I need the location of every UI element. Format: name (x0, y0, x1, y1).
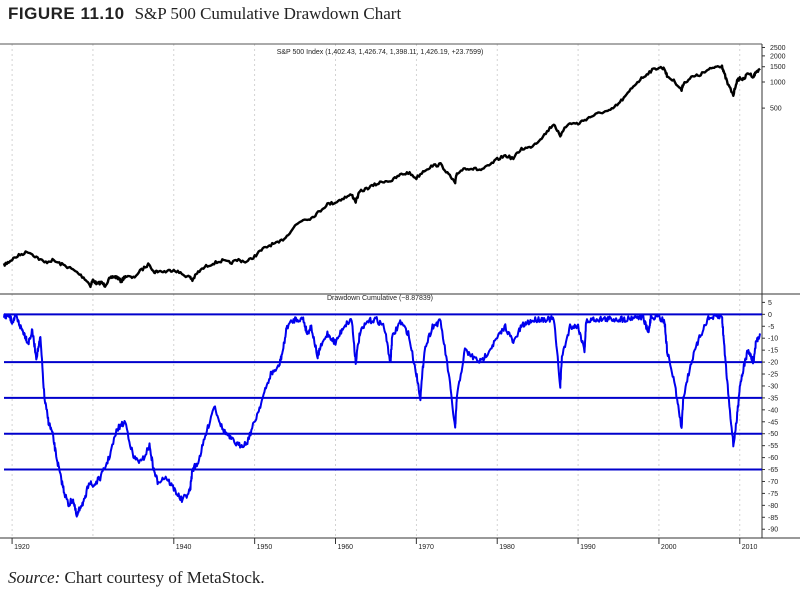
figure-caption: S&P 500 Cumulative Drawdown Chart (134, 4, 402, 23)
price-tick-label: 500 (770, 106, 782, 113)
drawdown-panel-title: Drawdown Cumulative (−8.87839) (327, 295, 433, 302)
drawdown-tick-label: -75 (768, 491, 778, 498)
drawdown-tick-label: -65 (768, 467, 778, 474)
drawdown-tick-label: 5 (768, 300, 772, 307)
figure-number: FIGURE 11.10 (8, 4, 125, 23)
drawdown-tick-label: -15 (768, 348, 778, 355)
x-tick-label: 1920 (14, 544, 30, 551)
chart-background (0, 38, 800, 558)
figure-title: FIGURE 11.10 S&P 500 Cumulative Drawdown … (8, 4, 401, 24)
drawdown-reference-lines (4, 313, 762, 471)
x-tick-label: 2010 (742, 544, 758, 551)
price-series-line (2, 64, 761, 289)
drawdown-tick-label: -20 (768, 360, 778, 367)
source-note: Source: Chart courtesy of MetaStock. (8, 568, 265, 588)
drawdown-tick-label: -80 (768, 503, 778, 510)
drawdown-tick-label: -55 (768, 443, 778, 450)
price-tick-label: 2500 (770, 45, 786, 52)
price-tick-label: 2000 (770, 53, 786, 60)
drawdown-tick-label: -30 (768, 383, 778, 390)
drawdown-tick-label: -40 (768, 407, 778, 414)
x-tick-label: 2000 (661, 544, 677, 551)
drawdown-tick-label: 0 (768, 312, 772, 319)
drawdown-tick-label: -10 (768, 336, 778, 343)
x-tick-label: 1990 (580, 544, 596, 551)
x-tick-label: 1940 (176, 544, 192, 551)
drawdown-series-line (3, 313, 761, 518)
drawdown-tick-label: -60 (768, 455, 778, 462)
drawdown-tick-label: -85 (768, 515, 778, 522)
drawdown-tick-label: -25 (768, 372, 778, 379)
source-text: Chart courtesy of MetaStock. (64, 568, 265, 587)
drawdown-tick-label: -5 (768, 324, 774, 331)
drawdown-tick-label: -35 (768, 395, 778, 402)
x-tick-label: 1970 (418, 544, 434, 551)
x-axis: 1920 1940 1950 1960 1970 1980 1990 2000 2010 (11, 538, 758, 551)
x-tick-label: 1950 (257, 544, 273, 551)
price-tick-label: 1000 (770, 79, 786, 86)
drawdown-tick-label: -45 (768, 419, 778, 426)
x-tick-label: 1960 (338, 544, 354, 551)
drawdown-chart: S&P 500 Index (1,402.43, 1,426.74, 1,398… (0, 38, 800, 558)
drawdown-tick-label: -70 (768, 479, 778, 486)
source-label: Source: (8, 568, 61, 587)
price-panel-title: S&P 500 Index (1,402.43, 1,426.74, 1,398… (277, 49, 484, 56)
drawdown-y-axis: 5 0 -5 -10 -15 -20 -25 -30 -35 -40 -45 -50 -55 -60 -65… (762, 300, 778, 534)
price-tick-label: 1500 (770, 64, 786, 71)
vertical-grid (11, 44, 741, 538)
drawdown-tick-label: -90 (768, 527, 778, 534)
drawdown-tick-label: -50 (768, 431, 778, 438)
x-tick-label: 1980 (499, 544, 515, 551)
